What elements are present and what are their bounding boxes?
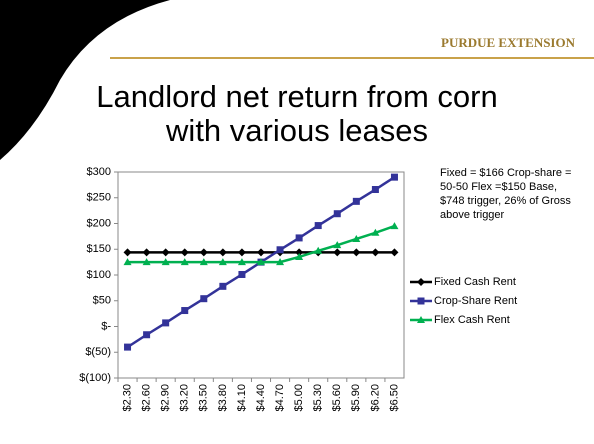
marker: [295, 234, 303, 242]
x-tick-label: $4.70: [274, 384, 286, 412]
marker: [371, 228, 380, 236]
x-tick-label: $5.60: [331, 384, 343, 412]
marker: [333, 210, 341, 218]
marker: [417, 316, 425, 323]
marker: [276, 246, 284, 254]
logo: PURDUE: [14, 15, 77, 31]
header-swoosh: [0, 0, 170, 160]
marker: [199, 258, 208, 266]
marker: [199, 248, 208, 257]
marker: [142, 258, 151, 266]
marker: [314, 222, 322, 230]
legend-label: Flex Cash Rent: [434, 314, 510, 326]
marker: [237, 258, 246, 266]
marker: [200, 295, 208, 303]
y-tick-label: $200: [87, 217, 111, 229]
annotation: Fixed = $166 Crop-share = 50-50 Flex =$1…: [440, 167, 572, 221]
x-tick-label: $3.20: [179, 384, 191, 412]
marker: [123, 258, 132, 266]
x-tick-label: $5.90: [350, 384, 362, 412]
y-tick-label: $50: [93, 295, 111, 307]
marker: [161, 258, 170, 266]
marker: [295, 248, 304, 257]
marker: [238, 270, 246, 278]
marker: [371, 248, 380, 257]
marker: [390, 222, 399, 230]
marker: [276, 258, 285, 266]
x-tick-label: $5.30: [312, 384, 324, 412]
y-tick-label: $300: [87, 166, 111, 178]
marker: [180, 248, 189, 257]
x-tick-label: $2.30: [121, 384, 133, 412]
marker: [180, 258, 189, 266]
marker: [143, 331, 151, 339]
marker: [257, 258, 265, 266]
plot-area: [117, 171, 405, 379]
marker: [257, 248, 265, 257]
legend-label: Crop-Share Rent: [434, 295, 517, 307]
y-tick-label: $(100): [79, 372, 111, 384]
marker: [219, 282, 227, 290]
marker: [390, 173, 398, 181]
extension-label: PURDUE EXTENSION: [441, 35, 576, 50]
marker: [390, 248, 399, 257]
chart-title: Landlord net return from corn with vario…: [96, 79, 498, 148]
marker: [124, 343, 132, 351]
y-tick-label: $100: [87, 269, 111, 281]
x-tick-label: $4.40: [255, 384, 267, 412]
series-line: [127, 224, 395, 264]
marker: [181, 307, 189, 315]
marker: [142, 248, 151, 257]
marker: [161, 248, 170, 257]
marker: [333, 248, 342, 257]
marker: [314, 246, 323, 254]
x-tick-label: $4.10: [236, 384, 248, 412]
marker: [352, 234, 361, 242]
marker: [371, 186, 379, 194]
marker: [295, 252, 304, 260]
marker: [417, 297, 425, 305]
marker: [333, 241, 342, 249]
x-tick-label: $6.20: [369, 384, 381, 412]
marker: [352, 197, 360, 205]
y-tick-label: $150: [87, 243, 111, 255]
marker: [123, 248, 132, 257]
legend-label: Fixed Cash Rent: [434, 276, 516, 288]
marker: [352, 248, 361, 257]
marker: [218, 248, 227, 257]
marker: [417, 278, 425, 286]
x-tick-label: $3.50: [198, 384, 210, 412]
x-tick-label: $6.50: [388, 384, 400, 412]
marker: [237, 248, 246, 257]
y-tick-label: $(50): [85, 346, 111, 358]
x-tick-label: $3.80: [217, 384, 229, 412]
x-tick-label: $2.90: [160, 384, 172, 412]
marker: [162, 319, 170, 327]
marker: [218, 258, 227, 266]
x-tick-label: $5.00: [293, 384, 305, 412]
x-tick-label: $2.60: [141, 384, 153, 412]
logo-sub: UNIVERSITY: [14, 36, 64, 42]
y-tick-label: $250: [87, 192, 111, 204]
y-tick-label: $-: [101, 320, 111, 332]
